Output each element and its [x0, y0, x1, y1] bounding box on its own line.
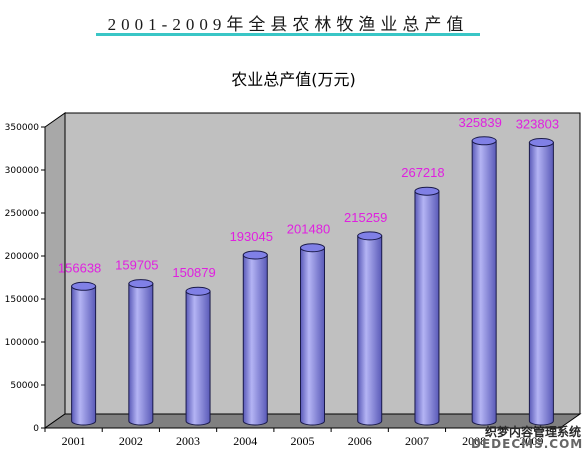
- bar-body: [300, 247, 325, 426]
- x-tick-label: 2004: [233, 434, 257, 448]
- bar: [300, 243, 325, 426]
- bar-body: [128, 283, 154, 426]
- chart-title: 农业总产值(万元): [231, 70, 356, 89]
- bar: [128, 279, 154, 426]
- data-label: 325839: [458, 115, 501, 130]
- y-tick-label: 300000: [5, 166, 40, 176]
- y-tick-label: 250000: [5, 209, 40, 219]
- x-tick-label: 2005: [291, 434, 315, 448]
- bar: [414, 186, 440, 426]
- y-tick-label: 200000: [5, 252, 40, 262]
- title-underline: [96, 33, 480, 36]
- bar-top: [414, 186, 440, 196]
- x-tick-label: 2008: [462, 434, 486, 448]
- data-label: 193045: [230, 229, 273, 244]
- bar-body: [242, 254, 268, 426]
- bar-body: [414, 190, 440, 426]
- y-axis: 0 50000 100000 150000 200000 250000 300000 3500…: [5, 123, 46, 434]
- bar-top: [300, 243, 325, 253]
- x-tick-label: 2007: [405, 434, 429, 448]
- x-tick-label: 2001: [62, 434, 86, 448]
- bar: [528, 138, 554, 426]
- bar: [185, 286, 211, 426]
- bar-series: [71, 136, 554, 426]
- y-tick-label: 100000: [5, 338, 40, 348]
- y-tick-label: 50000: [10, 381, 39, 391]
- bar-top: [528, 138, 554, 148]
- x-tick-label: 2002: [119, 434, 143, 448]
- y-tick-label: 350000: [5, 123, 40, 133]
- x-tick-label: 2006: [348, 434, 372, 448]
- data-label: 215259: [344, 210, 387, 225]
- bar: [471, 136, 497, 426]
- data-label: 156638: [58, 260, 101, 275]
- data-label: 150879: [172, 265, 215, 280]
- bar-top: [471, 136, 497, 146]
- bar: [71, 281, 97, 426]
- bar-top: [128, 279, 154, 289]
- bar-body: [471, 140, 497, 426]
- y-tick-label: 150000: [5, 295, 40, 305]
- data-label: 159705: [115, 258, 158, 273]
- bar: [357, 231, 383, 426]
- x-axis: 2001 2002 2003 2004 2005 2006 2007 2008 2009: [44, 427, 560, 448]
- bar-body: [357, 235, 383, 426]
- bar-top: [242, 250, 268, 260]
- y-tick-label: 0: [33, 424, 39, 434]
- data-label: 323803: [516, 117, 559, 132]
- x-tick-label: 2009: [519, 434, 543, 448]
- bar-body: [528, 142, 554, 426]
- bar-top: [357, 231, 383, 241]
- data-label: 201480: [287, 222, 330, 237]
- bar-top: [71, 281, 97, 291]
- data-labels: 156638 159705 150879 193045 201480 215259 2672…: [58, 115, 559, 280]
- bar-top: [185, 286, 211, 296]
- x-tick-label: 2003: [176, 434, 200, 448]
- bar-body: [71, 285, 97, 426]
- bar: [242, 250, 268, 426]
- page-title: 2001-2009年全县农林牧渔业总产值: [107, 15, 469, 34]
- data-label: 267218: [401, 165, 444, 180]
- bar-body: [185, 290, 211, 426]
